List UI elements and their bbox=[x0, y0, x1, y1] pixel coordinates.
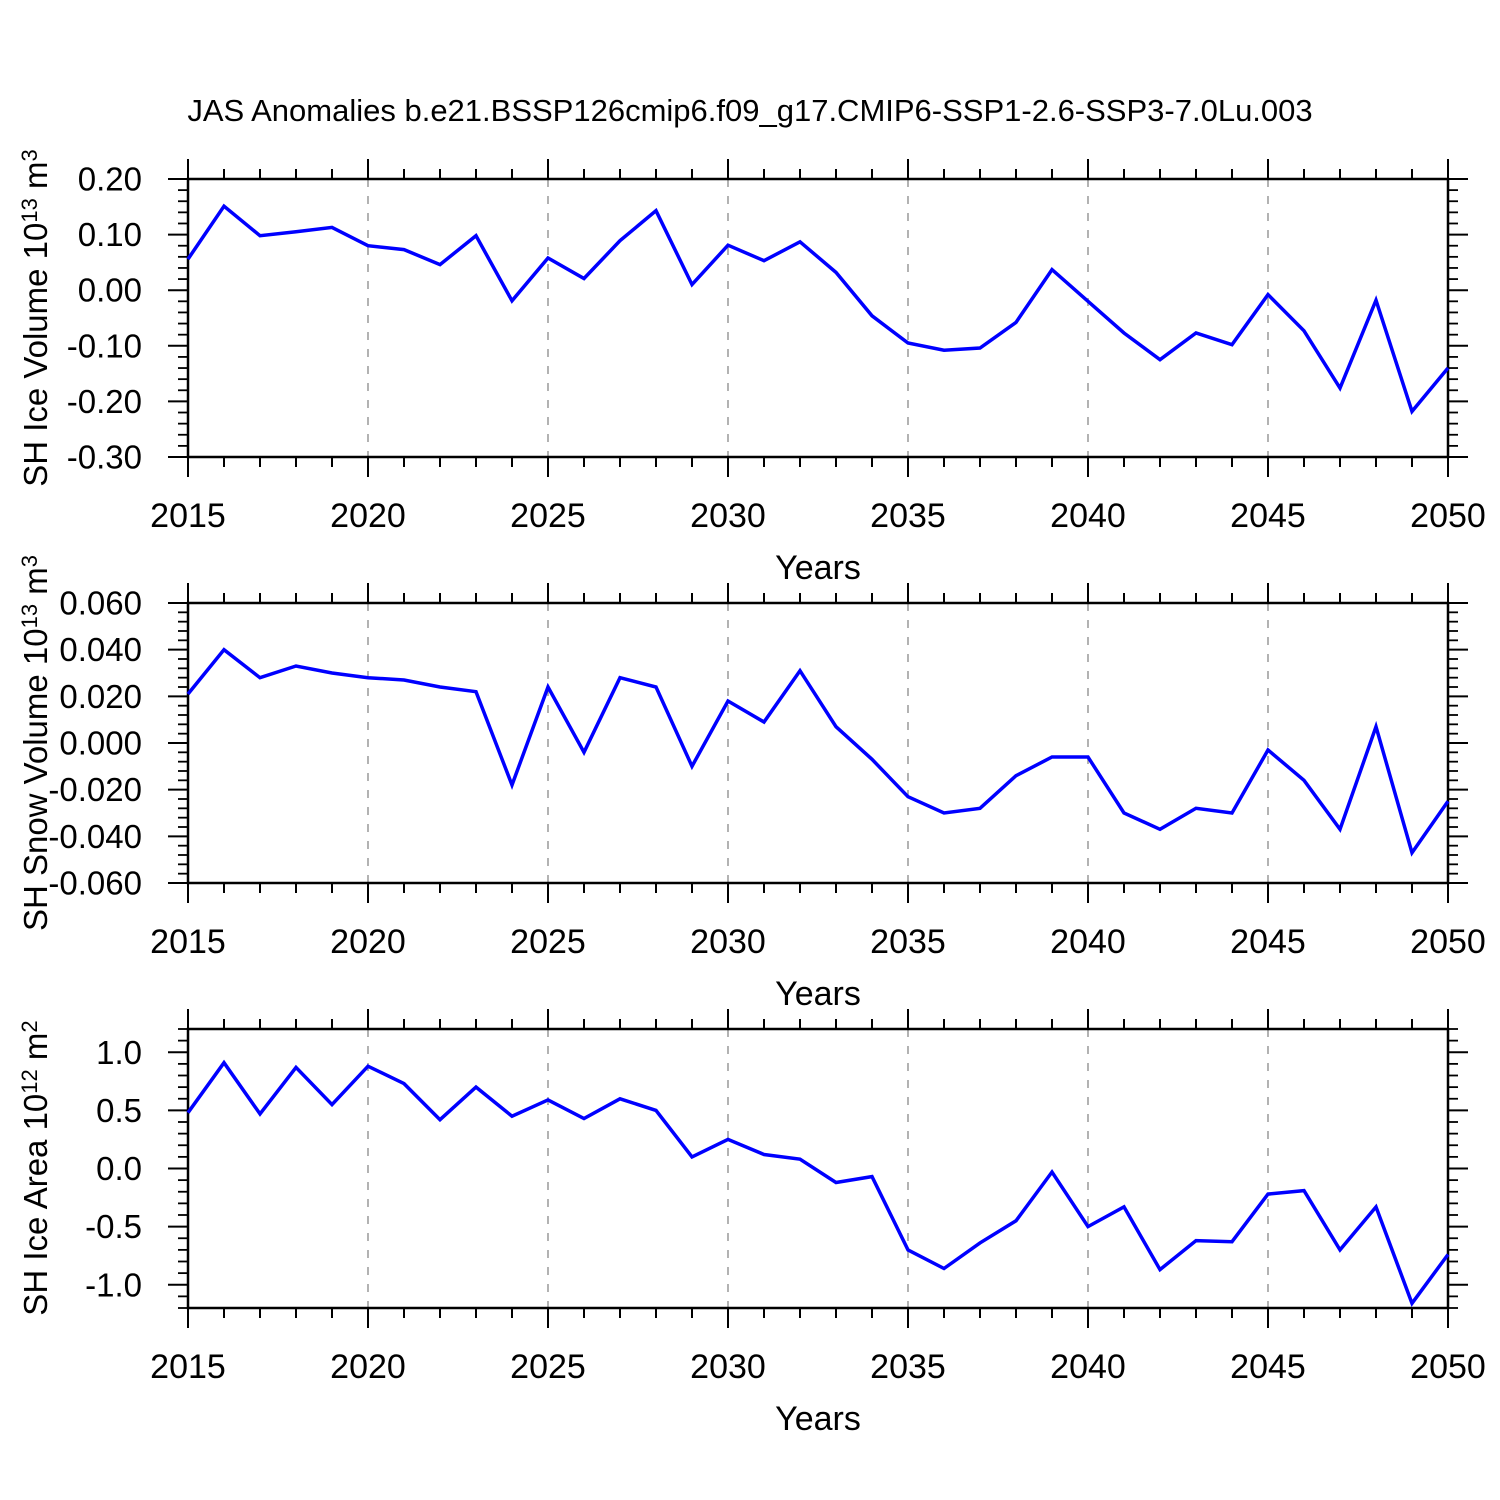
x-tick-label: 2050 bbox=[1410, 923, 1486, 961]
x-tick-label: 2040 bbox=[1050, 1348, 1126, 1386]
x-tick-label: 2035 bbox=[870, 923, 946, 961]
y-tick-label: 0.040 bbox=[59, 631, 142, 668]
y-tick-label: 0.00 bbox=[78, 272, 142, 309]
y-tick-label: 0.5 bbox=[96, 1092, 142, 1129]
y-tick-label: -0.5 bbox=[85, 1208, 142, 1245]
y-tick-label: -0.30 bbox=[67, 439, 142, 476]
data-line bbox=[186, 1059, 1450, 1307]
x-tick-label: 2015 bbox=[150, 497, 226, 535]
x-tick-label: 2045 bbox=[1230, 497, 1306, 535]
data-line bbox=[186, 647, 1450, 857]
y-tick-label: 0.000 bbox=[59, 725, 142, 762]
x-axis-title: Years bbox=[775, 549, 861, 587]
y-tick-label: -0.20 bbox=[67, 383, 142, 420]
y-tick-label: 0.020 bbox=[59, 678, 142, 715]
y-title-exponent: 3 bbox=[17, 554, 42, 568]
y-tick-label: -0.060 bbox=[48, 865, 142, 902]
y-title-exponent: 13 bbox=[17, 603, 42, 629]
x-tick-label: 2035 bbox=[870, 1348, 946, 1386]
plot-frame bbox=[186, 601, 1450, 885]
y-title-exponent: 2 bbox=[17, 1020, 42, 1033]
y-tick-label: 0.10 bbox=[78, 216, 142, 253]
x-tick-label: 2020 bbox=[330, 1348, 406, 1386]
plot-frame bbox=[186, 177, 1450, 459]
x-tick-label: 2030 bbox=[690, 1348, 766, 1386]
y-tick-label: 0.0 bbox=[96, 1150, 142, 1187]
y-title-text: m bbox=[17, 161, 54, 199]
x-tick-label: 2050 bbox=[1410, 497, 1486, 535]
x-tick-label: 2030 bbox=[690, 497, 766, 535]
y-tick-label: 1.0 bbox=[96, 1034, 142, 1071]
x-tick-label: 2020 bbox=[330, 497, 406, 535]
y-title-exponent: 13 bbox=[17, 198, 42, 223]
x-axis-title: Years bbox=[775, 975, 861, 1013]
y-title-text: SH Ice Area 10 bbox=[17, 1093, 54, 1316]
x-tick-label: 2030 bbox=[690, 923, 766, 961]
x-tick-label: 2050 bbox=[1410, 1348, 1486, 1386]
x-tick-label: 2040 bbox=[1050, 497, 1126, 535]
y-tick-label: -0.040 bbox=[48, 818, 142, 855]
x-tick-label: 2045 bbox=[1230, 1348, 1306, 1386]
y-title-exponent: 3 bbox=[17, 149, 42, 162]
x-tick-label: 2025 bbox=[510, 497, 586, 535]
y-title-text: m bbox=[17, 567, 54, 604]
data-line bbox=[186, 203, 1450, 415]
y-title-exponent: 12 bbox=[17, 1069, 42, 1094]
y-tick-label: 0.20 bbox=[78, 161, 142, 198]
x-tick-label: 2020 bbox=[330, 923, 406, 961]
y-tick-label: -1.0 bbox=[85, 1266, 142, 1303]
x-axis-title: Years bbox=[775, 1400, 861, 1438]
y-tick-label: -0.10 bbox=[67, 327, 142, 364]
y-tick-label: 0.060 bbox=[59, 585, 142, 622]
x-tick-label: 2040 bbox=[1050, 923, 1126, 961]
x-tick-label: 2045 bbox=[1230, 923, 1306, 961]
y-axis-title-ice-area: SH Ice Area 1012 m2 bbox=[8, 868, 54, 1468]
y-title-text: m bbox=[17, 1032, 54, 1070]
x-tick-label: 2015 bbox=[150, 1348, 226, 1386]
x-tick-label: 2035 bbox=[870, 497, 946, 535]
x-tick-label: 2015 bbox=[150, 923, 226, 961]
chart-title: JAS Anomalies b.e21.BSSP126cmip6.f09_g17… bbox=[187, 93, 1313, 128]
x-tick-label: 2025 bbox=[510, 923, 586, 961]
y-tick-label: -0.020 bbox=[48, 771, 142, 808]
x-tick-label: 2025 bbox=[510, 1348, 586, 1386]
